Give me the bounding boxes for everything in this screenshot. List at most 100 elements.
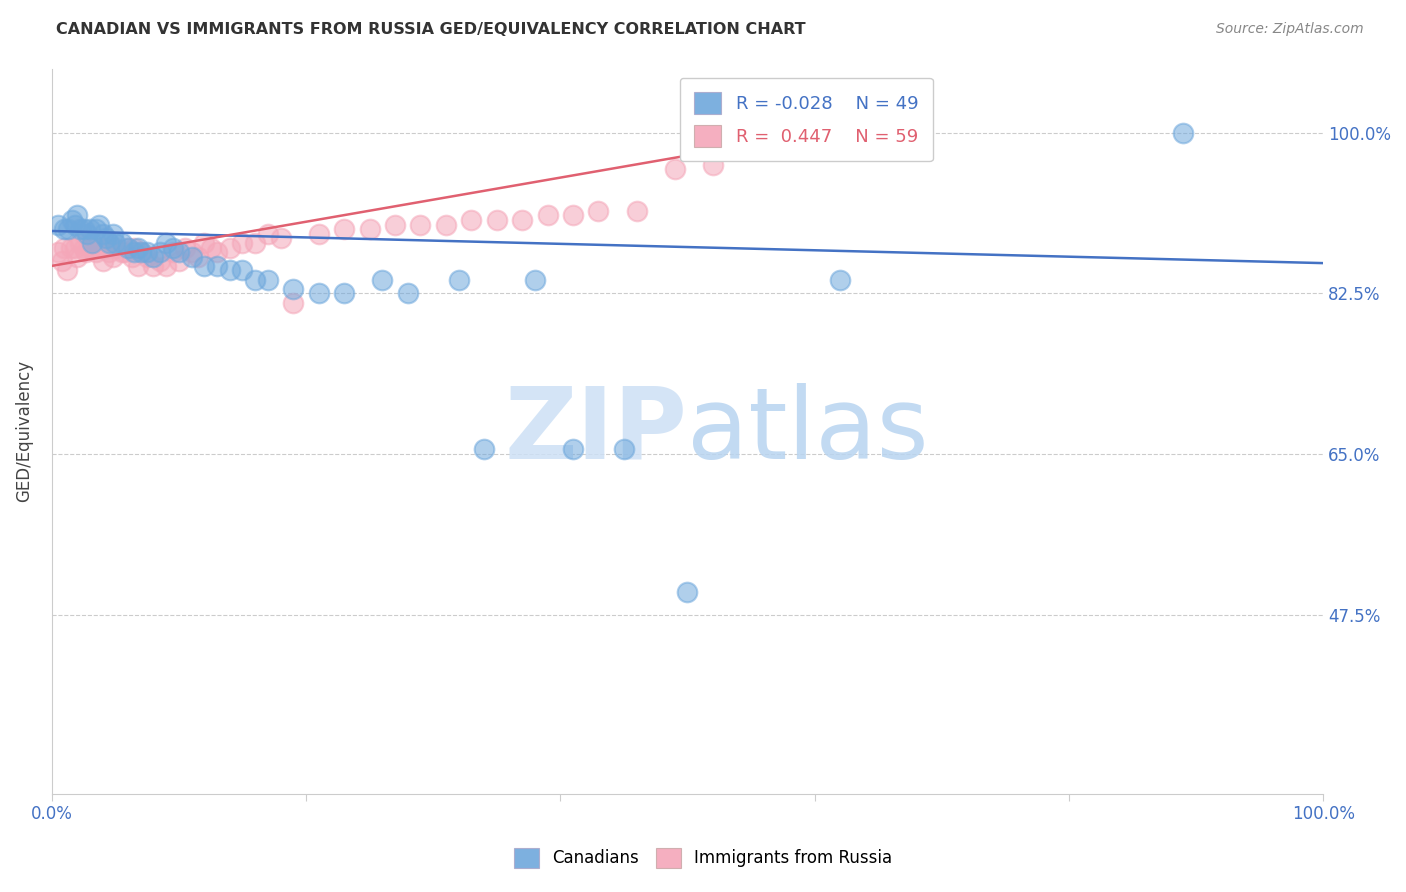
Text: atlas: atlas — [688, 383, 929, 480]
Point — [124, 240, 146, 254]
Point — [187, 250, 209, 264]
Point — [828, 272, 851, 286]
Point — [96, 231, 118, 245]
Point — [101, 227, 124, 241]
Point — [472, 442, 495, 457]
Point — [63, 218, 86, 232]
Point — [283, 295, 305, 310]
Point — [205, 245, 228, 260]
Point — [124, 245, 146, 260]
Point — [333, 222, 356, 236]
Point — [676, 584, 699, 599]
Point — [167, 254, 190, 268]
Point — [1173, 126, 1195, 140]
Point — [218, 240, 240, 254]
Point — [66, 208, 89, 222]
Point — [66, 250, 89, 264]
Point — [46, 245, 69, 260]
Point — [82, 240, 104, 254]
Point — [283, 282, 305, 296]
Point — [485, 213, 508, 227]
Point — [58, 222, 80, 236]
Point — [94, 240, 117, 254]
Text: Source: ZipAtlas.com: Source: ZipAtlas.com — [1216, 22, 1364, 37]
Y-axis label: GED/Equivalency: GED/Equivalency — [15, 360, 32, 502]
Point — [97, 235, 120, 250]
Point — [536, 208, 558, 222]
Point — [72, 240, 94, 254]
Point — [63, 240, 86, 254]
Point — [447, 272, 470, 286]
Point — [87, 218, 110, 232]
Point — [162, 240, 184, 254]
Point — [231, 263, 253, 277]
Point — [69, 235, 91, 250]
Point — [155, 235, 177, 250]
Point — [359, 222, 381, 236]
Point — [69, 222, 91, 236]
Point — [76, 227, 98, 241]
Point — [53, 240, 76, 254]
Point — [626, 203, 648, 218]
Point — [308, 286, 330, 301]
Point — [117, 240, 139, 254]
Point — [79, 240, 101, 254]
Point — [523, 272, 546, 286]
Point — [79, 222, 101, 236]
Point — [129, 245, 152, 260]
Point — [72, 222, 94, 236]
Point — [562, 442, 585, 457]
Point — [111, 245, 134, 260]
Point — [53, 222, 76, 236]
Point — [231, 235, 253, 250]
Point — [149, 254, 172, 268]
Point — [51, 254, 73, 268]
Point — [149, 245, 172, 260]
Point — [114, 245, 136, 260]
Legend: R = -0.028    N = 49, R =  0.447    N = 59: R = -0.028 N = 49, R = 0.447 N = 59 — [679, 78, 932, 161]
Point — [460, 213, 482, 227]
Point — [155, 259, 177, 273]
Point — [127, 259, 149, 273]
Text: ZIP: ZIP — [505, 383, 688, 480]
Point — [180, 250, 202, 264]
Point — [104, 235, 127, 250]
Point — [59, 240, 82, 254]
Point — [136, 245, 159, 260]
Point — [142, 250, 165, 264]
Point — [84, 245, 107, 260]
Point — [664, 162, 686, 177]
Point — [84, 222, 107, 236]
Point — [409, 218, 432, 232]
Point — [562, 208, 585, 222]
Point — [588, 203, 610, 218]
Point — [97, 245, 120, 260]
Point — [142, 259, 165, 273]
Point — [308, 227, 330, 241]
Point — [200, 240, 222, 254]
Point — [46, 218, 69, 232]
Point — [117, 240, 139, 254]
Point — [218, 263, 240, 277]
Point — [243, 235, 266, 250]
Point — [434, 218, 457, 232]
Point — [167, 245, 190, 260]
Text: CANADIAN VS IMMIGRANTS FROM RUSSIA GED/EQUIVALENCY CORRELATION CHART: CANADIAN VS IMMIGRANTS FROM RUSSIA GED/E… — [56, 22, 806, 37]
Point — [193, 235, 215, 250]
Point — [60, 213, 83, 227]
Point — [101, 250, 124, 264]
Point — [613, 442, 636, 457]
Point — [205, 259, 228, 273]
Point — [257, 227, 280, 241]
Point — [270, 231, 292, 245]
Point — [384, 218, 406, 232]
Point — [174, 240, 197, 254]
Point — [75, 245, 97, 260]
Point — [136, 250, 159, 264]
Point — [162, 245, 184, 260]
Point — [396, 286, 419, 301]
Point — [193, 259, 215, 273]
Point — [243, 272, 266, 286]
Point — [56, 263, 79, 277]
Point — [702, 158, 724, 172]
